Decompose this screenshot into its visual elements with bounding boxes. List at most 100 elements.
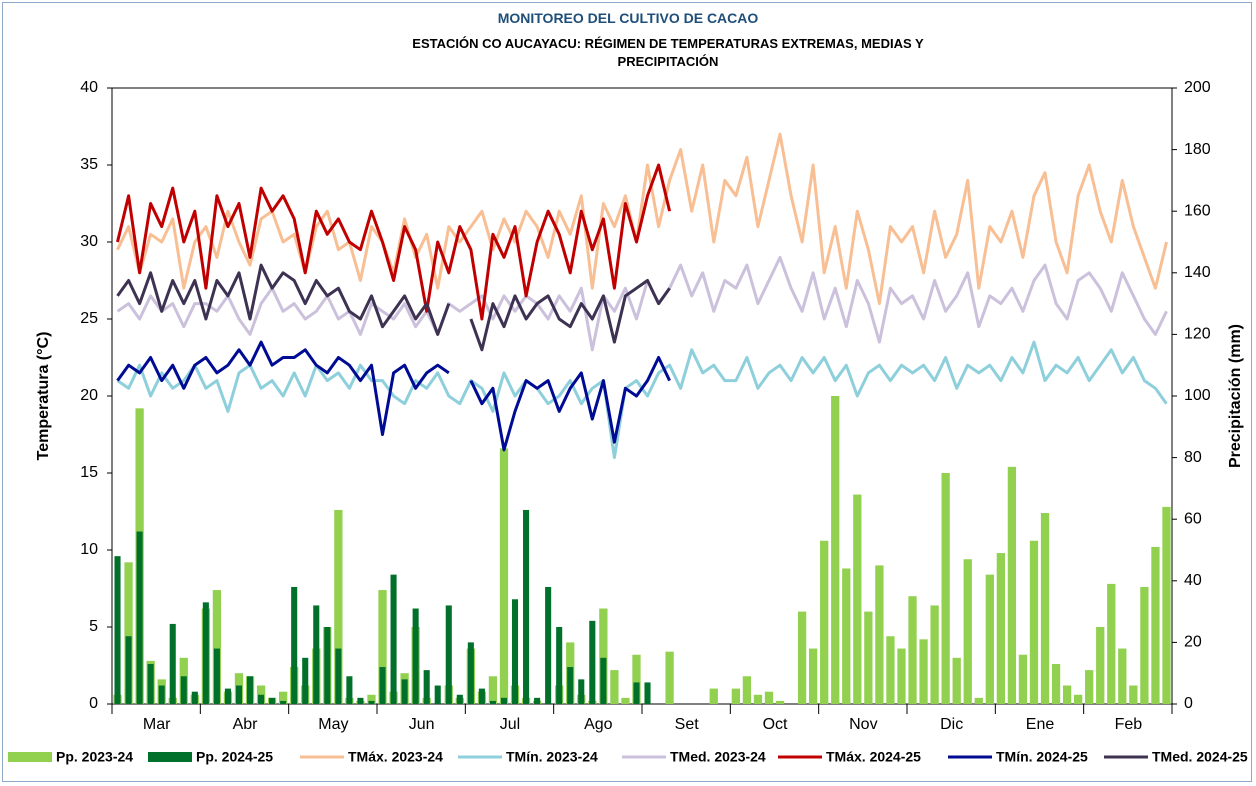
y-tick-label: 20 <box>80 387 98 404</box>
bar <box>775 700 785 704</box>
bar <box>1118 648 1127 704</box>
bar <box>1096 627 1105 704</box>
bar <box>302 657 309 704</box>
bar <box>941 473 950 704</box>
bar <box>269 697 276 704</box>
bar <box>1051 663 1061 704</box>
y-tick-label: 35 <box>80 156 98 173</box>
bar <box>919 639 928 704</box>
bar <box>258 694 265 704</box>
bar <box>136 531 143 704</box>
bar <box>357 697 364 704</box>
bar <box>478 688 485 704</box>
x-tick-label: Abr <box>233 716 259 733</box>
bar <box>1107 583 1116 704</box>
bar <box>499 448 509 704</box>
bar <box>985 574 994 704</box>
y2-tick-label: 120 <box>1184 326 1211 343</box>
bar <box>434 685 441 704</box>
bar <box>600 657 607 704</box>
bar <box>632 654 641 704</box>
y2-tick-label: 0 <box>1184 695 1193 712</box>
bar <box>500 697 508 704</box>
bar <box>523 509 530 704</box>
bar <box>1062 685 1072 704</box>
line <box>116 263 671 352</box>
legend-label: Pp. 2024-25 <box>196 749 273 765</box>
y2-tick-label: 100 <box>1184 387 1211 404</box>
bar <box>224 688 231 704</box>
bar <box>567 667 574 704</box>
legend-label: TMín. 2023-24 <box>506 749 598 765</box>
bar <box>633 682 640 704</box>
bar <box>378 590 387 704</box>
legend-label: TMín. 2024-25 <box>996 749 1088 765</box>
bar <box>445 605 452 704</box>
bar <box>324 627 331 704</box>
bar <box>753 694 763 704</box>
bar <box>202 602 209 704</box>
bar <box>797 611 807 704</box>
bar <box>610 670 619 704</box>
bar <box>235 685 243 704</box>
bar <box>545 586 552 704</box>
bar <box>291 586 298 704</box>
x-tick-label: Ago <box>584 716 613 733</box>
x-tick-label: Dic <box>940 716 963 733</box>
line <box>116 340 1168 460</box>
x-tick-label: Jul <box>500 716 520 733</box>
bar <box>1029 540 1039 704</box>
legend-label: Pp. 2023-24 <box>56 749 133 765</box>
bar <box>952 657 961 704</box>
bar <box>335 648 342 704</box>
x-tick-label: Nov <box>849 716 877 733</box>
bar <box>1007 466 1017 704</box>
bar <box>147 663 154 704</box>
bar <box>875 565 884 704</box>
bar <box>665 651 674 704</box>
bar <box>1140 586 1149 704</box>
legend-label: TMáx. 2023-24 <box>348 749 443 765</box>
y-tick-label: 0 <box>89 695 98 712</box>
chart-title: MONITOREO DEL CULTIVO DE CACAO <box>497 10 759 26</box>
bar <box>897 648 906 704</box>
bar <box>864 611 873 704</box>
bar <box>742 676 752 704</box>
bar <box>996 553 1005 704</box>
bar <box>467 642 474 704</box>
bar <box>246 676 254 704</box>
bar <box>842 568 851 704</box>
y2-tick-label: 140 <box>1184 264 1211 281</box>
y-tick-label: 10 <box>80 541 98 558</box>
y-tick-label: 30 <box>80 233 98 250</box>
legend-label: TMed. 2024-25 <box>1152 749 1248 765</box>
y-axis-label: Temperatura (°C) <box>35 332 52 461</box>
bar <box>1162 506 1171 704</box>
bar <box>379 667 386 704</box>
bar <box>820 540 829 704</box>
bar <box>368 700 375 704</box>
x-tick-label: Mar <box>143 716 171 733</box>
bar <box>313 605 320 704</box>
bar <box>1151 546 1160 704</box>
y2-tick-label: 200 <box>1184 79 1211 96</box>
bar <box>1074 694 1083 704</box>
bar <box>334 509 343 704</box>
bar <box>212 590 222 704</box>
bar <box>456 694 463 704</box>
bar <box>191 691 198 704</box>
y2-tick-label: 20 <box>1184 634 1202 651</box>
bar <box>1129 685 1138 704</box>
bar <box>556 627 563 704</box>
bar <box>963 559 972 704</box>
legend-label: TMed. 2023-24 <box>670 749 766 765</box>
bar <box>124 562 133 704</box>
bar <box>930 605 939 704</box>
y2-tick-label: 60 <box>1184 510 1202 527</box>
x-tick-label: Jun <box>409 716 435 733</box>
y-tick-label: 5 <box>89 618 98 635</box>
x-tick-label: Oct <box>763 716 788 733</box>
x-tick-label: Set <box>675 716 700 733</box>
